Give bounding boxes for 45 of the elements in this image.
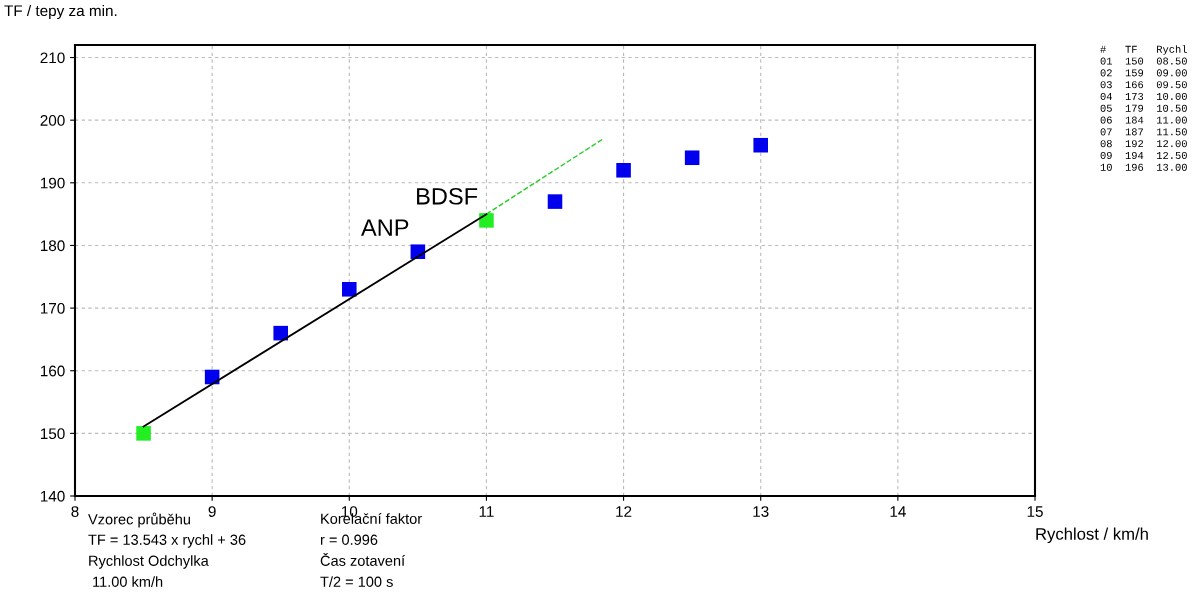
y-tick-label: 190	[40, 177, 65, 189]
text: 01 150 08.50	[1100, 57, 1187, 65]
x-axis-title: Rychlost / km/h	[1036, 527, 1148, 544]
text: # TF Rychl	[1100, 45, 1187, 55]
y-tick-label: 140	[40, 490, 65, 502]
x-tick-label: 14	[890, 506, 906, 517]
x-tick-label: 8	[71, 506, 79, 517]
text: 08 192 12.00	[1100, 140, 1187, 148]
text: 07 187 11.50	[1100, 128, 1187, 136]
x-tick-label: 15	[1027, 506, 1043, 517]
x-tick-label: 13	[753, 506, 769, 517]
y-tick-label: 170	[40, 302, 65, 314]
text: 09 194 12.50	[1100, 151, 1187, 159]
text: 10 196 13.00	[1100, 163, 1187, 171]
text: T/2 = 100 s	[320, 576, 393, 587]
text: Rychlost Odchylka	[89, 555, 209, 569]
text: Vzorec průběhu	[88, 512, 190, 528]
point	[616, 162, 631, 178]
text: 03 166 09.50	[1100, 81, 1187, 89]
text: 11.00 km/h	[93, 576, 163, 587]
annotation: ANP	[361, 219, 409, 236]
y-tick-label: 210	[40, 52, 65, 64]
point	[273, 325, 288, 341]
y-tick-label: 150	[40, 428, 65, 440]
annotation: BDSF	[417, 187, 478, 205]
text: 02 159 09.00	[1100, 69, 1187, 77]
text: TF = 13.543 x rychl + 36	[88, 534, 246, 548]
y-tick-label: 180	[40, 240, 65, 252]
x-tick-label: 12	[616, 506, 632, 517]
text: 06 184 11.00	[1100, 116, 1187, 124]
y-tick-label: 160	[40, 365, 65, 377]
x-tick-label: 11	[479, 506, 494, 517]
text: Čas zotavení	[320, 553, 406, 566]
point	[136, 426, 151, 441]
y-axis-title: TF / tepy za min.	[4, 4, 117, 20]
text: 05 179 10.50	[1100, 104, 1187, 112]
x-tick-label: 9	[208, 506, 216, 517]
point	[342, 282, 357, 297]
text: 04 173 10.00	[1100, 92, 1187, 100]
point	[753, 137, 768, 153]
point	[547, 194, 563, 209]
point	[684, 150, 700, 166]
text: r = 0.996	[320, 534, 378, 545]
point	[479, 213, 494, 228]
y-tick-label: 200	[40, 115, 65, 126]
